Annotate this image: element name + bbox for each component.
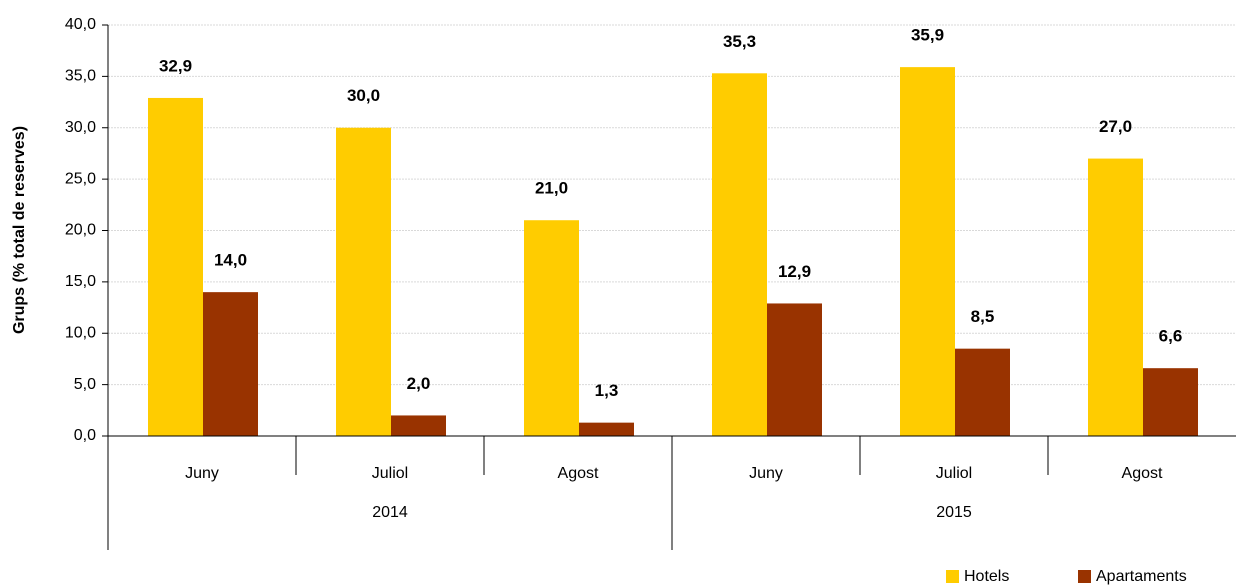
- value-label: 12,9: [778, 262, 811, 281]
- legend-label: Hotels: [964, 568, 1009, 585]
- x-tick-label: Juliol: [372, 465, 408, 482]
- bar: [955, 348, 1010, 436]
- group-label: 2015: [936, 504, 972, 521]
- x-tick-label: Juny: [749, 465, 783, 482]
- value-label: 6,6: [1159, 327, 1183, 346]
- bar: [391, 415, 446, 436]
- bar: [579, 422, 634, 436]
- x-tick-label: Juny: [185, 465, 219, 482]
- value-label: 35,3: [723, 32, 756, 51]
- value-label: 1,3: [595, 381, 619, 400]
- value-label: 14,0: [214, 251, 247, 270]
- y-tick-label: 30,0: [65, 119, 96, 136]
- value-label: 30,0: [347, 86, 380, 105]
- legend-swatch: [1078, 570, 1091, 583]
- x-tick-label: Agost: [558, 465, 599, 482]
- y-tick-label: 25,0: [65, 170, 96, 187]
- value-label: 32,9: [159, 56, 192, 75]
- y-axis-label: Grups (% total de reserves): [11, 126, 28, 334]
- y-tick-label: 15,0: [65, 273, 96, 290]
- value-label: 27,0: [1099, 117, 1132, 136]
- bar: [148, 97, 203, 436]
- group-label: 2014: [372, 504, 408, 521]
- value-label: 2,0: [407, 374, 431, 393]
- value-label: 21,0: [535, 179, 568, 198]
- y-tick-label: 10,0: [65, 324, 96, 341]
- x-tick-label: Juliol: [936, 465, 972, 482]
- x-tick-label: Agost: [1122, 465, 1163, 482]
- bar: [712, 73, 767, 436]
- bar: [900, 67, 955, 436]
- bar: [1088, 158, 1143, 436]
- bar: [336, 127, 391, 436]
- bar: [524, 220, 579, 436]
- value-label: 8,5: [971, 307, 995, 326]
- bar: [767, 303, 822, 436]
- legend-label: Apartaments: [1096, 568, 1187, 585]
- y-tick-label: 40,0: [65, 16, 96, 33]
- y-tick-label: 20,0: [65, 222, 96, 239]
- legend-swatch: [946, 570, 959, 583]
- y-tick-label: 0,0: [74, 427, 96, 444]
- bar: [1143, 368, 1198, 436]
- value-label: 35,9: [911, 26, 944, 45]
- bar: [203, 292, 258, 436]
- y-tick-label: 5,0: [74, 376, 96, 393]
- y-tick-label: 35,0: [65, 68, 96, 85]
